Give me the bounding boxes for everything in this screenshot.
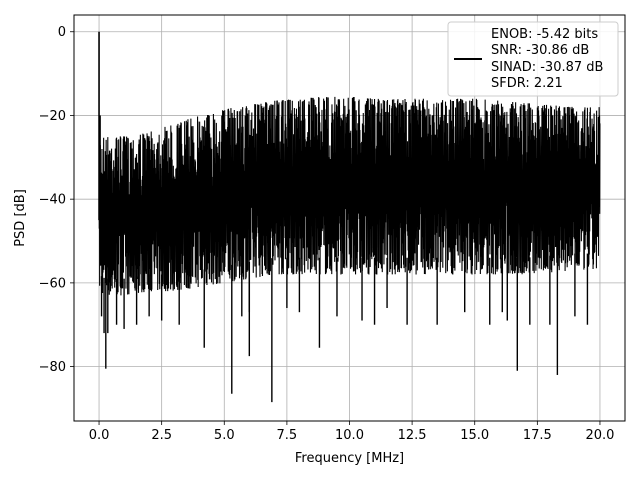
y-tick-label: −40 bbox=[39, 193, 66, 208]
plot-area bbox=[98, 31, 601, 403]
y-tick-label: −20 bbox=[39, 109, 66, 124]
x-tick-label: 5.0 bbox=[214, 428, 235, 443]
x-tick-label: 15.0 bbox=[460, 428, 489, 443]
legend-entry-enob: ENOB: -5.42 bits bbox=[491, 27, 598, 42]
x-tick-label: 10.0 bbox=[335, 428, 364, 443]
x-tick-label: 7.5 bbox=[277, 428, 298, 443]
psd-trace bbox=[98, 96, 601, 296]
x-tick-label: 12.5 bbox=[398, 428, 427, 443]
y-axis-label: PSD [dB] bbox=[13, 189, 28, 247]
x-tick-label: 0.0 bbox=[89, 428, 110, 443]
legend-box bbox=[447, 21, 619, 97]
x-tick-label: 20.0 bbox=[585, 428, 614, 443]
legend-entry-sinad: SINAD: -30.87 dB bbox=[491, 60, 603, 75]
legend: ENOB: -5.42 bits SNR: -30.86 dB SINAD: -… bbox=[447, 21, 619, 97]
legend-entry-sfdr: SFDR: 2.21 bbox=[491, 76, 563, 91]
y-tick-label: −80 bbox=[39, 360, 66, 375]
x-tick-label: 17.5 bbox=[523, 428, 552, 443]
ticks: 0.0 2.5 5.0 7.5 10.0 12.5 15.0 17.5 20.0 0 −20 −40 −… bbox=[39, 25, 615, 443]
y-tick-label: 0 bbox=[58, 25, 66, 40]
legend-entry-snr: SNR: -30.86 dB bbox=[491, 43, 589, 58]
x-axis-label: Frequency [MHz] bbox=[295, 451, 404, 466]
x-tick-label: 2.5 bbox=[151, 428, 172, 443]
y-tick-label: −60 bbox=[39, 276, 66, 291]
